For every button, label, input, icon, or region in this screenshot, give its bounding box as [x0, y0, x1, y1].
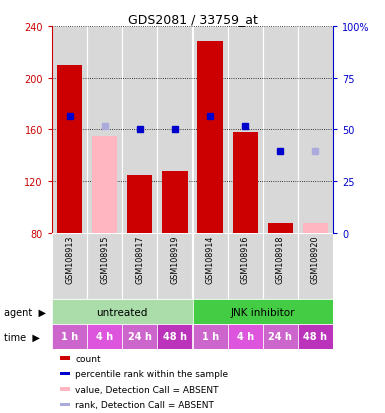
Bar	[192, 324, 228, 349]
Bar	[60, 387, 70, 391]
Bar	[122, 27, 157, 233]
Bar	[52, 299, 192, 324]
Text: 1 h: 1 h	[61, 332, 78, 342]
Text: agent  ▶: agent ▶	[4, 307, 46, 317]
Bar	[52, 27, 87, 233]
Bar	[192, 299, 333, 324]
Text: rank, Detection Call = ABSENT: rank, Detection Call = ABSENT	[75, 400, 214, 409]
Bar	[122, 233, 157, 299]
Bar	[233, 133, 258, 233]
Bar	[268, 223, 293, 233]
Text: GSM108918: GSM108918	[276, 235, 285, 284]
Text: count: count	[75, 354, 101, 363]
Text: 24 h: 24 h	[268, 332, 292, 342]
Text: GSM108919: GSM108919	[171, 235, 179, 284]
Text: untreated: untreated	[97, 307, 148, 317]
Text: 4 h: 4 h	[237, 332, 254, 342]
Text: 48 h: 48 h	[303, 332, 328, 342]
Bar	[228, 324, 263, 349]
Text: percentile rank within the sample: percentile rank within the sample	[75, 369, 228, 378]
Bar	[122, 324, 157, 349]
Bar	[298, 27, 333, 233]
Bar	[87, 27, 122, 233]
Text: 48 h: 48 h	[163, 332, 187, 342]
Text: 1 h: 1 h	[201, 332, 219, 342]
Bar	[157, 233, 192, 299]
Text: 24 h: 24 h	[128, 332, 152, 342]
Bar	[298, 324, 333, 349]
Bar	[298, 233, 333, 299]
Bar	[52, 324, 87, 349]
Bar	[263, 233, 298, 299]
Bar	[87, 233, 122, 299]
Text: GSM108916: GSM108916	[241, 235, 250, 284]
Bar	[87, 324, 122, 349]
Bar	[57, 66, 82, 233]
Text: 4 h: 4 h	[96, 332, 113, 342]
Text: JNK inhibitor: JNK inhibitor	[231, 307, 295, 317]
Bar	[198, 42, 223, 233]
Text: GSM108920: GSM108920	[311, 235, 320, 284]
Bar	[60, 403, 70, 406]
Bar	[162, 171, 187, 233]
Text: GSM108914: GSM108914	[206, 235, 214, 284]
Bar	[263, 324, 298, 349]
Bar	[52, 233, 87, 299]
Bar	[192, 27, 228, 233]
Bar	[60, 356, 70, 360]
Bar	[60, 372, 70, 375]
Text: GSM108913: GSM108913	[65, 235, 74, 284]
Bar	[303, 223, 328, 233]
Bar	[92, 137, 117, 233]
Bar	[157, 324, 192, 349]
Title: GDS2081 / 33759_at: GDS2081 / 33759_at	[127, 13, 258, 26]
Text: GSM108917: GSM108917	[135, 235, 144, 284]
Bar	[157, 27, 192, 233]
Text: time  ▶: time ▶	[4, 332, 40, 342]
Bar	[263, 27, 298, 233]
Bar	[228, 27, 263, 233]
Bar	[228, 233, 263, 299]
Text: value, Detection Call = ABSENT: value, Detection Call = ABSENT	[75, 385, 219, 394]
Bar	[127, 175, 152, 233]
Text: GSM108915: GSM108915	[100, 235, 109, 284]
Bar	[192, 233, 228, 299]
